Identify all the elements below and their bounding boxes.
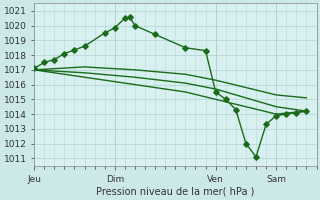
X-axis label: Pression niveau de la mer( hPa ): Pression niveau de la mer( hPa ) bbox=[96, 187, 254, 197]
